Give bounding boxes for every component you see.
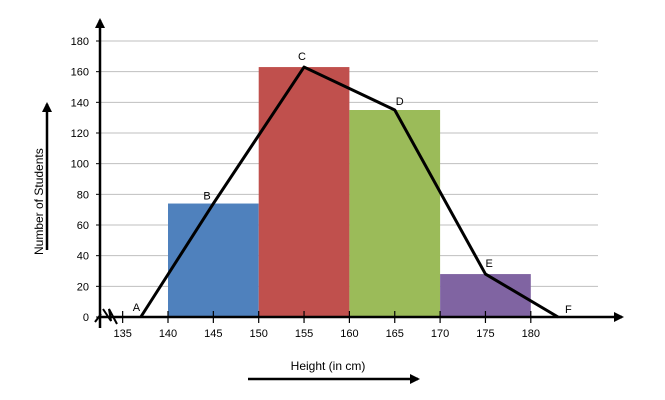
x-tick-label: 140 (159, 328, 177, 340)
x-tick-label: 170 (431, 328, 449, 340)
x-tick-label: 145 (204, 328, 222, 340)
y-tick-label: 80 (77, 189, 89, 201)
x-tick-label: 165 (386, 328, 404, 340)
y-tick-label: 0 (83, 312, 89, 324)
tick-labels: 0 20 40 60 80 100 120 140 160 180 135 140 145 150 155 1… (71, 36, 540, 340)
polygon-point-label: D (396, 96, 404, 108)
histogram-bar (168, 203, 259, 317)
y-tick-label: 60 (77, 220, 89, 232)
x-tick-label: 180 (522, 328, 540, 340)
frequency-polygon: A B C D E F (133, 51, 572, 319)
histogram-bar (258, 67, 350, 317)
x-tick-label: 135 (113, 328, 131, 340)
y-tick-label: 180 (71, 36, 89, 48)
y-tick-label: 100 (71, 159, 89, 171)
x-axis-title: Height (in cm) (291, 359, 366, 373)
y-axis-title: Number of Students (32, 148, 46, 255)
x-tick-label: 150 (250, 328, 268, 340)
y-tick-label: 40 (77, 251, 89, 263)
polygon-point-label: E (485, 258, 492, 270)
y-tick-label: 120 (71, 128, 89, 140)
axis-break-mark (102, 308, 118, 325)
y-tick-label: 140 (71, 97, 89, 109)
x-tick-label: 160 (340, 328, 358, 340)
histogram-bars (168, 67, 531, 317)
frequency-polygon-line (139, 65, 559, 319)
y-tick-label: 20 (77, 281, 89, 293)
x-tick-label: 175 (476, 328, 494, 340)
y-tick-label: 160 (71, 67, 89, 79)
x-tick-label: 155 (295, 328, 313, 340)
polygon-point-label: B (203, 191, 210, 203)
axis-break-mark (94, 313, 102, 323)
histogram-bar (440, 274, 531, 317)
axes (94, 18, 624, 328)
polygon-point-label: C (298, 51, 306, 63)
polygon-point-label: F (565, 304, 572, 316)
histogram-bar (349, 110, 441, 317)
polygon-point-label: A (133, 302, 141, 314)
